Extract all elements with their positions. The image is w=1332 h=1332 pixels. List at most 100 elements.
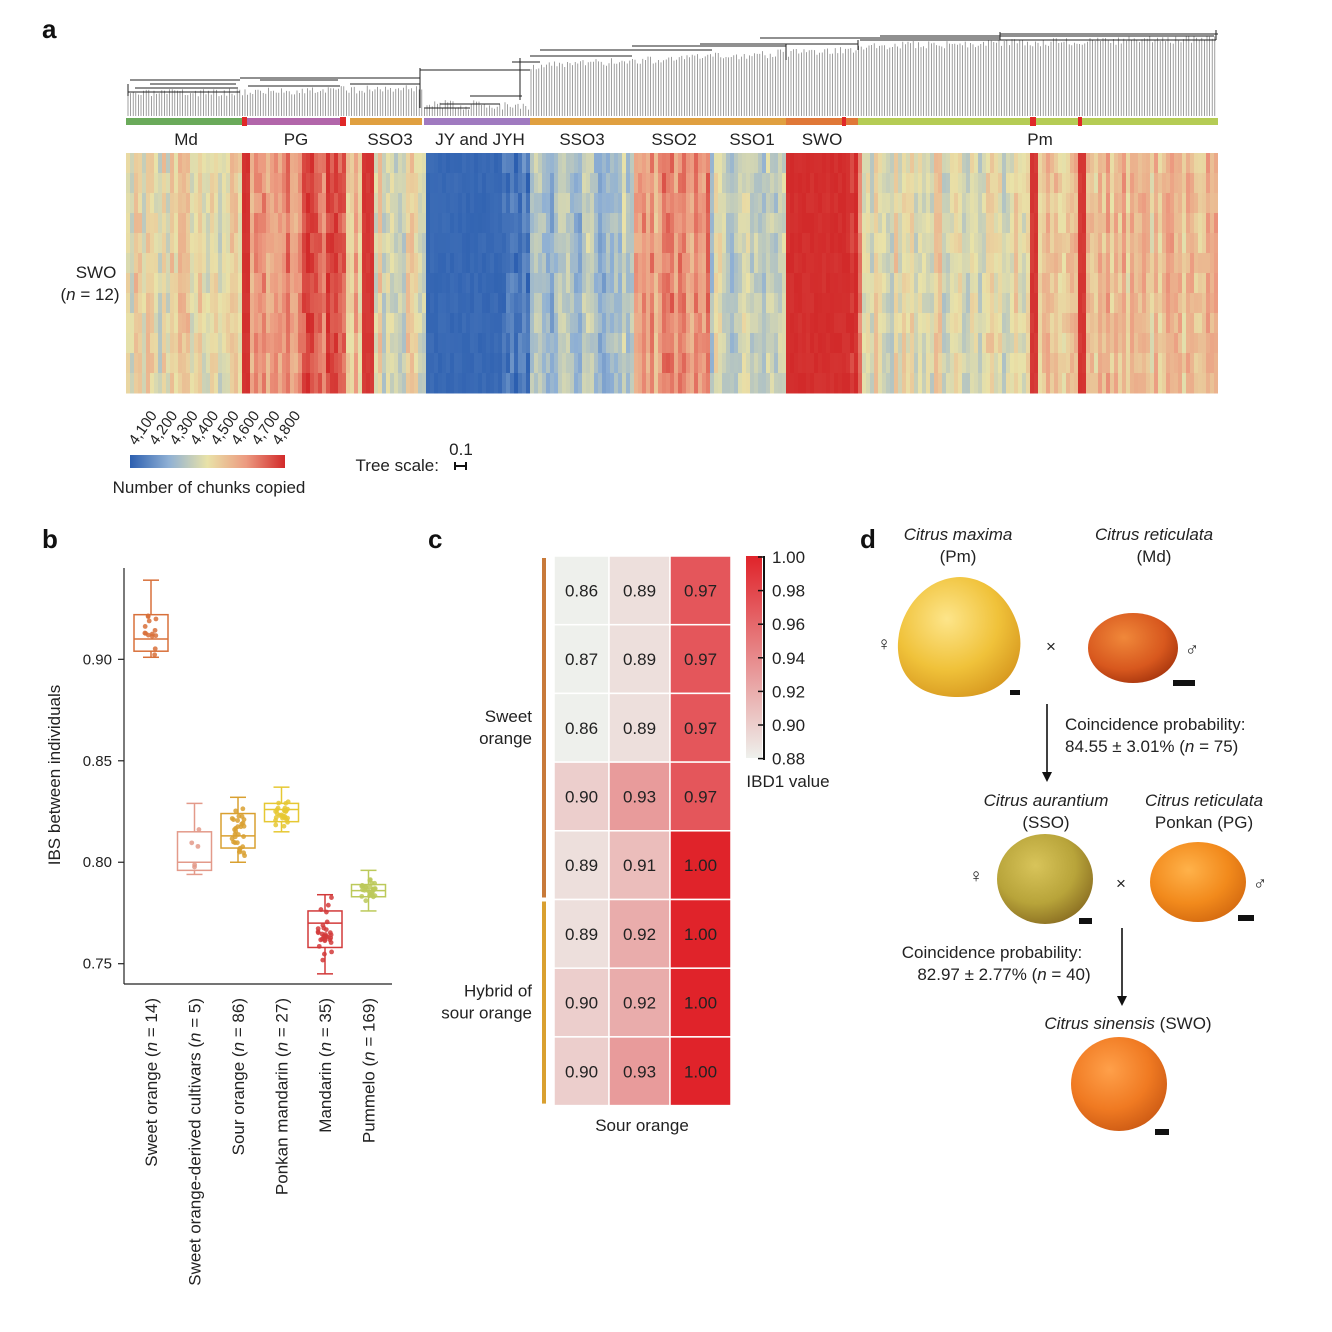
box-point [146,618,152,624]
heatmap-cell [506,173,510,194]
heatmap-cell [134,193,138,214]
heatmap-cell [490,293,494,314]
heatmap-cell [442,353,446,374]
heatmap-cell [938,273,942,294]
heatmap-cell [538,153,542,174]
heatmap-cell [474,373,478,394]
heatmap-cell [602,253,606,274]
panel-b-x-labels: Sweet orange (n = 14)Sweet orange-derive… [142,998,379,1286]
heatmap-cell [982,233,986,254]
heatmap-cell [314,233,318,254]
heatmap-cell [950,173,954,194]
heatmap-cell [966,353,970,374]
heatmap-cell [1086,313,1090,334]
heatmap-cell [738,193,742,214]
heatmap-cell [770,213,774,234]
heatmap-cell [878,333,882,354]
heatmap-cell [862,173,866,194]
heatmap-cell [334,273,338,294]
heatmap-cell [538,253,542,274]
heatmap-cell [334,253,338,274]
heatmap-cell [438,313,442,334]
heatmap-cell [258,213,262,234]
heatmap-cell [314,153,318,174]
heatmap-cell [466,153,470,174]
heatmap-cell [226,233,230,254]
heatmap-cell [398,213,402,234]
heatmap-cell [642,253,646,274]
heatmap-cell [922,373,926,394]
heatmap-cell [914,253,918,274]
x-label-5: Pummelo (n = 169) [360,998,379,1143]
heatmap-cell [1058,333,1062,354]
heatmap-cell [994,313,998,334]
heatmap-cell [1210,273,1214,294]
heatmap-cell [858,333,862,354]
heatmap-cell [910,233,914,254]
heatmap-cell [1078,193,1082,214]
heatmap-cell [426,233,430,254]
final-code: (SWO) [1155,1014,1212,1033]
heatmap-cell [138,233,142,254]
heatmap-cell [586,353,590,374]
heatmap-cell [730,313,734,334]
heatmap-cell [442,173,446,194]
heatmap-cell [466,313,470,334]
heatmap-cell [758,313,762,334]
heatmap-cell [518,253,522,274]
heatmap-cell [930,293,934,314]
heatmap-cell [1110,193,1114,214]
heatmap-cell [238,353,242,374]
heatmap-cell [1158,233,1162,254]
heatmap-cell [890,353,894,374]
heatmap-cell [790,293,794,314]
heatmap-cell [842,253,846,274]
heatmap-cell [218,373,222,394]
heatmap-cell [1202,213,1206,234]
heatmap-cell [314,313,318,334]
heatmap-cell [270,353,274,374]
heatmap-cell [1070,353,1074,374]
heatmap-cell [1078,353,1082,374]
heatmap-cell [438,373,442,394]
heatmap-cell [730,273,734,294]
heatmap-cell [906,193,910,214]
heatmap-cell [498,313,502,334]
heatmap-cell [1158,313,1162,334]
heatmap-cell [990,253,994,274]
heatmap-cell [226,313,230,334]
heatmap-cell [1198,233,1202,254]
heatmap-cell [1058,373,1062,394]
heatmap-cell [1174,213,1178,234]
heatmap-cell [974,153,978,174]
heatmap-cell [670,213,674,234]
heatmap-cell [402,353,406,374]
heatmap-cell [706,193,710,214]
heatmap-cell [1038,373,1042,394]
heatmap-cell [750,193,754,214]
heatmap-cell [438,333,442,354]
parent1-species: Citrus maxima [904,525,1013,544]
heatmap-cell [342,273,346,294]
heatmap-cell [966,293,970,314]
heatmap-cell [986,233,990,254]
heatmap-cell [654,193,658,214]
heatmap-cell [182,253,186,274]
heatmap-cell [582,273,586,294]
heatmap-cell [1214,293,1218,314]
heatmap-cell [470,193,474,214]
female-symbol: ♀ [877,634,891,655]
heatmap-cell [578,333,582,354]
heatmap-cell [1102,173,1106,194]
heatmap-cell [546,253,550,274]
heatmap-cell [930,313,934,334]
heatmap-cell [1178,193,1182,214]
heatmap-cell [322,353,326,374]
heatmap-cell [1206,293,1210,314]
heatmap-cell [1146,353,1150,374]
heatmap-cell [502,193,506,214]
heatmap-cell [150,313,154,334]
heatmap-cell [974,353,978,374]
heatmap-cell [934,293,938,314]
heatmap-cell [178,173,182,194]
